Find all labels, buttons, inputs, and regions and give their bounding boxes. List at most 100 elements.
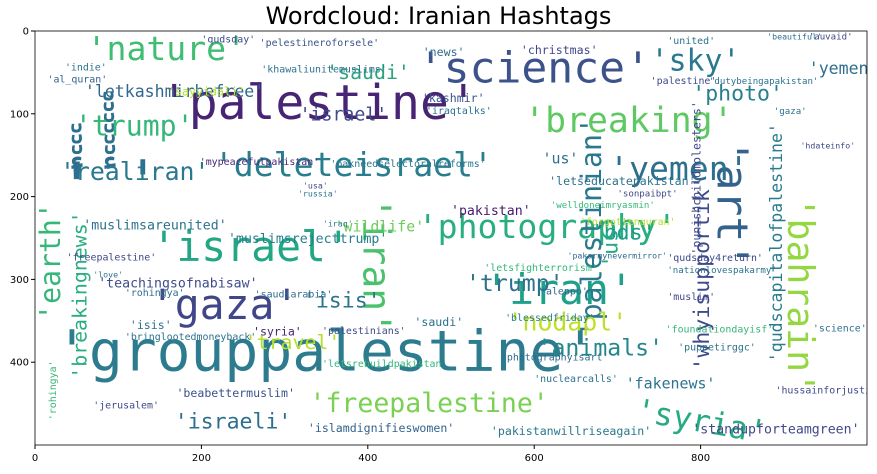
word-62: 'puppetirggc' [678,343,756,354]
word-4: 'nature' [87,29,246,68]
word-28: 'trump' [466,270,564,297]
word-42: 'letseducatepakistan' [549,174,695,188]
word-48: 'news' [423,45,465,59]
word-47: 'christmas' [521,43,598,57]
word-45: 'muslimsrejecttrump' [228,232,387,247]
word-18: 'yemen' [809,59,877,78]
word-24: 'breakingnews' [69,211,92,378]
word-53: 'qudsday4return' [667,253,763,264]
word-8: 'israel' [151,223,350,271]
y-tick-label: 100 [10,109,29,120]
word-34: 'us' [598,216,623,268]
word-51: 'mypeacefulpakistan' [200,157,319,168]
word-50: 'pakneedselectoralreforms' [330,159,485,170]
word-66: 'palestinians' [322,326,406,337]
word-98: 'dutybeingapakistan' [709,77,819,87]
word-74: 'love' [93,270,123,280]
word-80: 'khawaliunitemuslims' [261,64,386,75]
word-17: 'photo' [692,82,783,107]
word-82: 'welldoneimryasmin' [551,201,655,211]
word-68: 'saudiarabia' [255,290,333,301]
x-tick-label: 400 [358,453,377,464]
word-12: 'deleteisrael' [214,145,493,184]
word-29: 'isis' [303,289,381,314]
word-77: 'iraq' [323,218,353,228]
word-20: 'letkashmirbefree' [85,82,264,101]
word-16: 'photography' [418,207,677,246]
word-95: 'auvaid' [809,32,853,42]
word-67: 'saudi' [414,315,463,329]
word-91: 'al_quran' [47,74,107,85]
word-86: 'nationlovespakarmy' [667,266,777,276]
word-39: 'standupforteamgreen' [692,422,859,437]
word-14: 'trump' [75,109,194,142]
word-88: 'united' [667,36,715,47]
word-63: 'foundationdayisf' [666,324,774,335]
word-32: 'travel' [245,331,341,354]
word-9: 'iran' [484,266,634,314]
word-90: 'indie' [65,63,107,74]
word-15: 'realiran' [60,157,209,186]
word-30: 'nodapl' [508,308,628,337]
word-41: 'us' [543,149,579,167]
x-axis: 0 200 400 600 800 [32,445,710,464]
x-tick-label: 200 [192,453,211,464]
word-52: 'letsfighterrorism' [484,263,598,274]
word-65: 'aleppo' [540,286,588,297]
word-69: 'syria' [253,325,302,339]
word-7: 'gaza' [150,281,300,329]
word-60: 'jerusalem' [93,401,159,412]
word-35: 'freepalestine' [310,388,549,419]
word-56: 'bringlootedmoneyback' [125,332,256,343]
word-38: 'fakenews' [626,375,716,393]
word-100: 'hdateinfo' [800,141,855,151]
word-23: 'earth' [34,202,67,321]
word-61: 'nuclearcalls' [534,374,618,385]
word-46: 'teachingsofnabisaw' [98,277,257,292]
word-55: 'letsrebuildpakistan' [322,359,447,370]
chart-title: Wordcloud: Iranian Hashtags [265,2,612,30]
word-87: 'pakarmynevermirror' [567,251,667,261]
word-11: 'bahrain' [779,197,822,394]
word-21: 'israel' [300,104,388,125]
y-tick-label: 300 [10,275,29,286]
word-0: 'grouppalestine' [55,319,597,384]
word-85: 'punishchildmolesters' [690,101,704,254]
word-6: 'breaking' [524,101,733,141]
word-76: 'usa' [303,180,328,190]
word-92: 'hussainforjustice' [775,386,877,397]
word-79: 'iraqtalks' [426,106,492,117]
word-5: 'sky' [651,44,741,79]
word-58: 'islamdignifieswomen' [308,421,454,435]
word-10: 'art' [706,139,756,269]
word-97: 'palestine' [651,76,717,87]
word-27: 'qudscapitalofpalestine' [767,123,786,362]
word-33: 'bds' [591,221,656,246]
word-40: 'wildlife' [335,217,425,235]
word-93: 'muslim' [667,292,715,303]
word-59: 'pakistanwillriseagain' [491,424,651,438]
y-tick-label: 0 [23,27,29,38]
words-layer: 'grouppalestine''palestine''ٔ٘٘٘ ٔ٘٘٘٘٘٘… [34,29,877,445]
word-96: 'beautiful' [767,31,822,41]
word-83: 'forgottenquran' [580,217,676,228]
plot-frame [34,30,868,446]
word-64: 'blessedfriday' [505,313,595,324]
word-73: 'freepalestine' [67,252,157,263]
word-94: 'science' [813,324,867,335]
word-26: 'whyisupportik' [690,176,715,370]
word-72: 'rohingya' [48,360,59,420]
plot-area [35,31,867,445]
word-81: 'sayyidali' [168,85,245,99]
word-3: 'science' [418,43,651,93]
word-44: 'muslimsareunited' [83,219,226,234]
word-75: 'russia' [298,189,338,199]
word-25: 'palestinian' [575,117,608,337]
word-71: 'rohingya' [125,288,185,299]
x-tick-label: 0 [32,453,38,464]
word-13: 'yemen' [609,149,749,188]
word-19: 'saudi' [326,61,410,84]
word-78: 'kashmir' [422,91,485,105]
word-22: 'iran' [355,197,399,335]
y-tick-label: 400 [10,358,29,369]
